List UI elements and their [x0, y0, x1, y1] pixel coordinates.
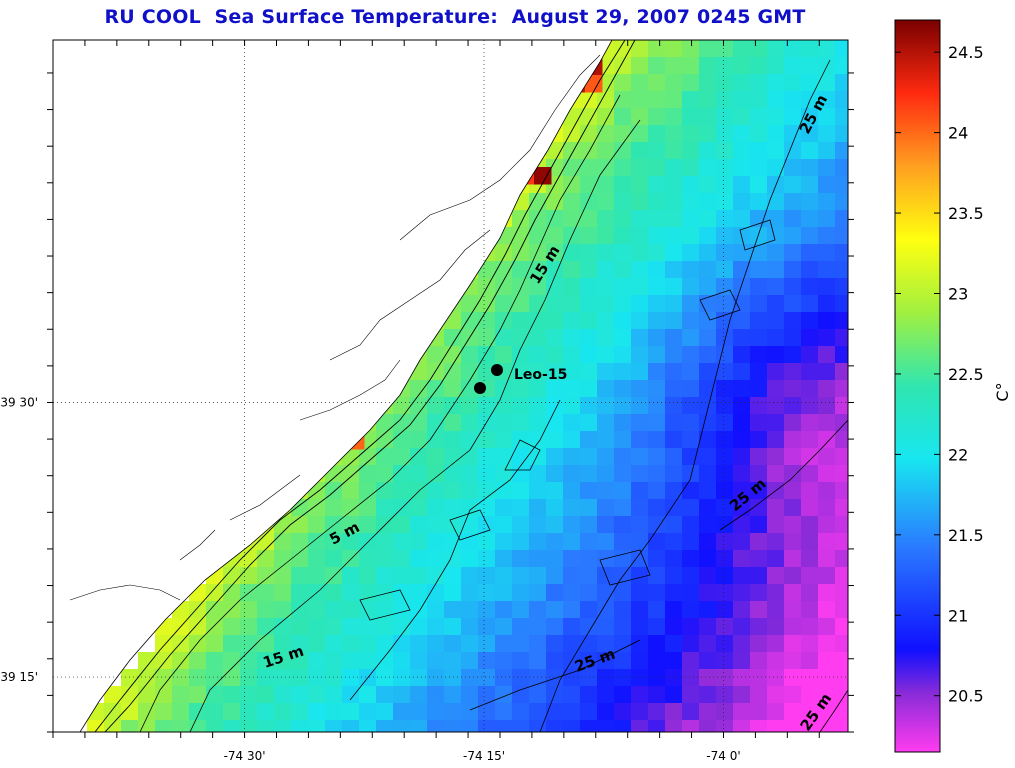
colorbar-tick-label: 24 — [948, 124, 968, 143]
sst-raster — [80, 40, 848, 732]
colorbar-unit-label: C° — [993, 382, 1012, 401]
mainland — [53, 40, 613, 732]
colorbar-tick-label: 21.5 — [948, 526, 984, 545]
y-tick-label-0: 39 30' — [0, 395, 38, 409]
x-tick-label-0: -74 30' — [224, 749, 266, 763]
colorbar-tick-label: 20.5 — [948, 687, 984, 706]
contour-25m-c — [469, 639, 641, 711]
contour-25m-b — [719, 419, 848, 531]
colorbar-ticks: 20.5 21 21.5 22 22.5 23 23.5 24 24.5 — [895, 43, 984, 706]
contour-5m — [139, 94, 621, 732]
land-area — [53, 40, 613, 732]
contour-shoals — [359, 219, 776, 621]
colorbar-tick-label: 21 — [948, 606, 968, 625]
station-marker-secondary — [474, 382, 486, 394]
x-tick-label-1: -74 15' — [463, 749, 505, 763]
colorbar-tick-label: 22.5 — [948, 365, 984, 384]
contour-25m-d — [819, 689, 848, 732]
colorbar-tick-label: 22 — [948, 445, 968, 464]
station-marker-leo15 — [491, 364, 503, 376]
marsh-outline — [69, 54, 601, 601]
bathymetry-contours — [139, 59, 848, 732]
contour-25m — [539, 59, 831, 732]
colorbar-tick-label: 23.5 — [948, 204, 984, 223]
map-title: RU COOL Sea Surface Temperature: August … — [104, 6, 806, 28]
map-frame — [52, 39, 849, 733]
barrier-island — [94, 40, 636, 732]
y-tick-label-1: 39 15' — [0, 670, 38, 684]
graticule — [53, 40, 848, 732]
colorbar-tick-label: 23 — [948, 284, 968, 303]
station-label-leo15: Leo-15 — [514, 367, 567, 383]
frame-ticks — [47, 40, 854, 738]
contour-15m — [189, 119, 641, 732]
x-tick-label-2: -74 0' — [706, 749, 740, 763]
colorbar — [894, 19, 941, 753]
colorbar-tick-label: 24.5 — [948, 43, 984, 62]
contour-15m-b — [349, 399, 561, 701]
